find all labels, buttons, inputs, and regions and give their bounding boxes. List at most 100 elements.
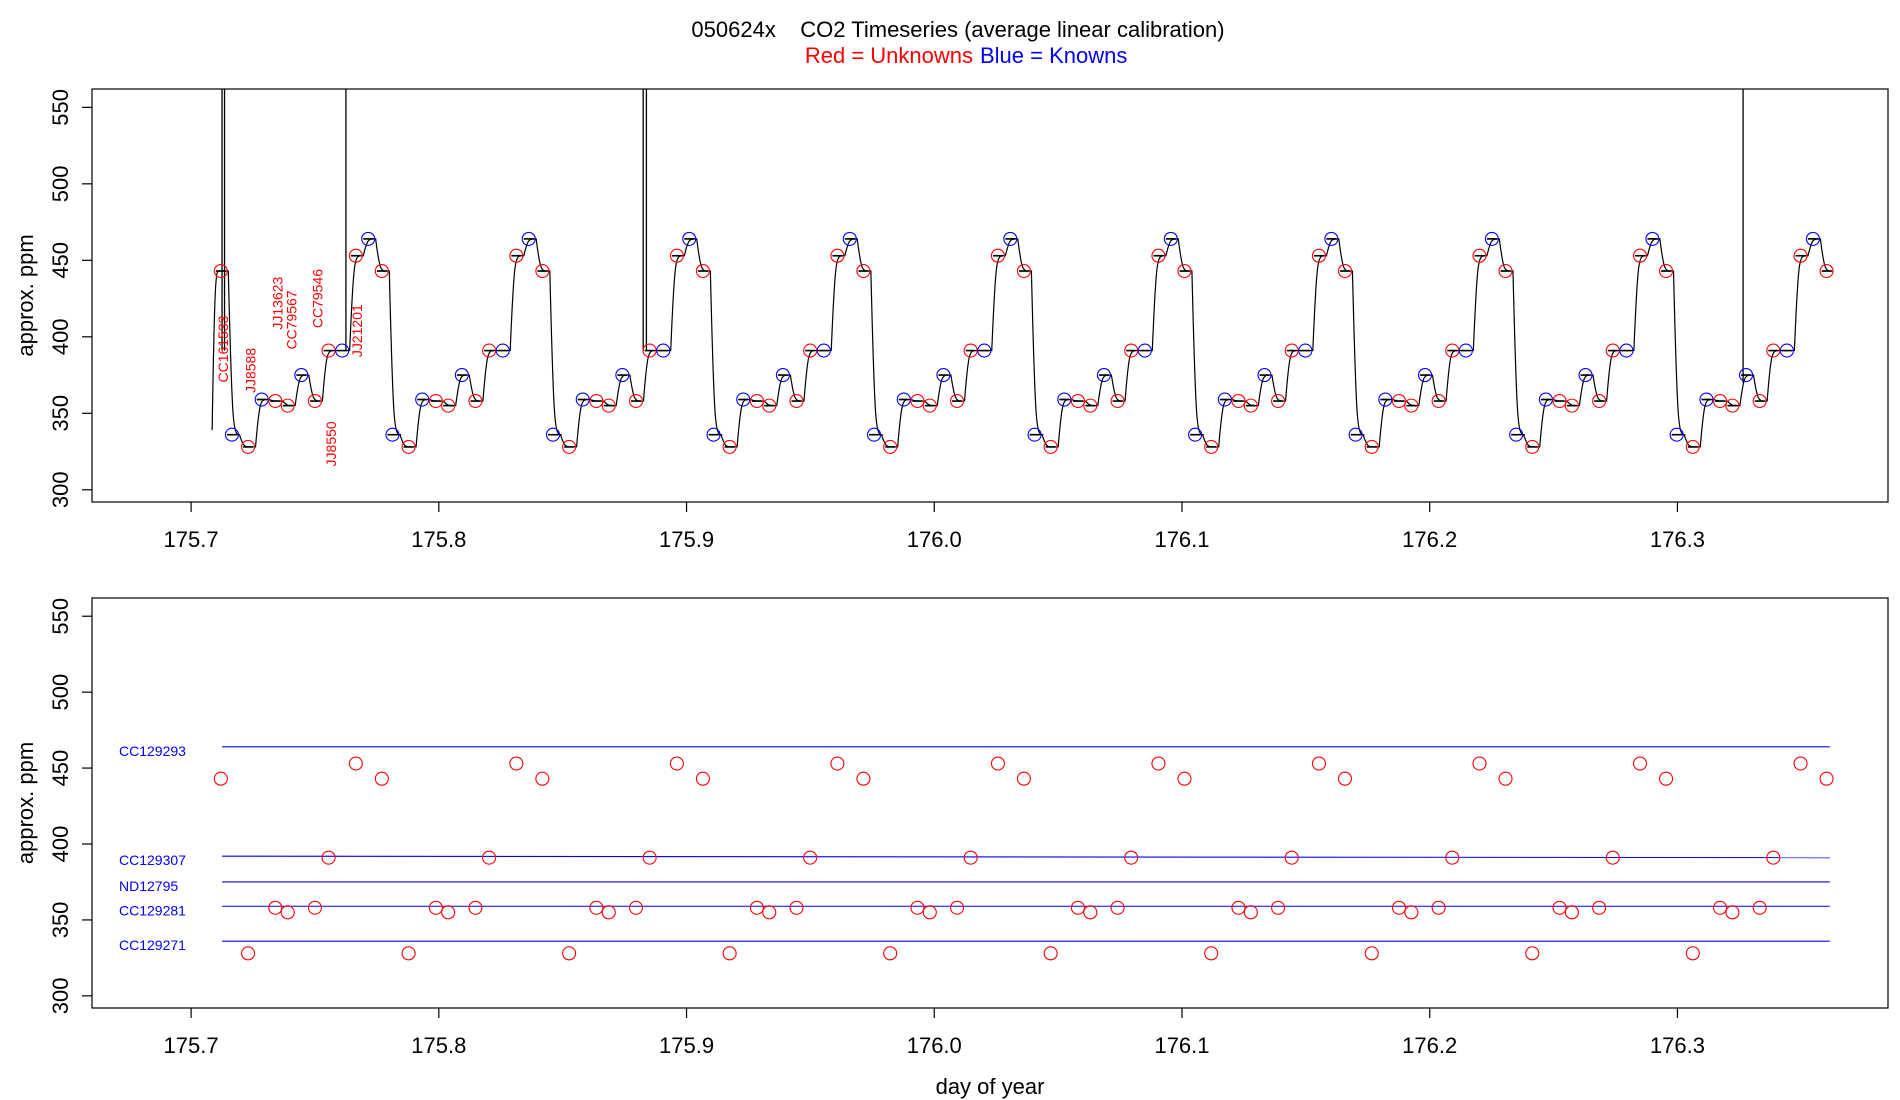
reference-line-label: CC129281 xyxy=(119,902,186,918)
unknown-point xyxy=(1632,756,1648,771)
unknown-point xyxy=(883,946,898,961)
unknown-point xyxy=(1110,900,1125,915)
unknown-point xyxy=(628,393,644,409)
known-point xyxy=(415,392,430,407)
known-point xyxy=(1699,392,1714,407)
known-point xyxy=(682,231,697,246)
unknown-point xyxy=(321,850,336,865)
unknown-point xyxy=(482,343,497,358)
unknown-point xyxy=(1498,263,1513,279)
unknown-point xyxy=(241,439,256,454)
unknown-point xyxy=(1725,905,1740,920)
chart-title: 050624x CO2 Timeseries (average linear c… xyxy=(691,17,1224,42)
known-point xyxy=(656,343,671,358)
unknown-point xyxy=(1043,946,1058,961)
unknown-point xyxy=(695,263,710,279)
unknown-point xyxy=(1445,343,1460,358)
unknown-point xyxy=(1658,263,1674,279)
known-point xyxy=(254,392,269,407)
x-tick-label: 176.2 xyxy=(1402,527,1457,552)
known-point xyxy=(521,231,536,246)
known-point xyxy=(294,367,309,383)
x-tick-label: 175.8 xyxy=(411,527,466,552)
known-point xyxy=(361,231,376,246)
unknown-point xyxy=(307,393,323,409)
unknown-point xyxy=(762,905,777,920)
unknown-point xyxy=(401,946,416,961)
unknown-point xyxy=(321,343,336,358)
x-tick-label: 176.1 xyxy=(1154,1033,1209,1058)
unknown-point xyxy=(1431,900,1446,915)
timeseries-trace xyxy=(211,238,1833,448)
known-point xyxy=(575,392,590,407)
y-tick-label: 300 xyxy=(48,471,73,508)
unknown-point xyxy=(1632,248,1648,263)
unknown-point xyxy=(1083,398,1098,413)
y-tick-label: 450 xyxy=(48,750,73,787)
known-point xyxy=(736,392,751,407)
unknown-point xyxy=(280,905,295,920)
unknown-point xyxy=(1552,393,1567,409)
unknown-point xyxy=(1070,900,1085,915)
unknown-point xyxy=(963,850,978,865)
known-point xyxy=(224,427,240,442)
known-point xyxy=(1509,427,1524,442)
known-point xyxy=(867,427,882,442)
unknown-point xyxy=(1725,398,1740,413)
unknown-point xyxy=(669,756,684,771)
unknown-point xyxy=(1231,900,1246,915)
unknown-point xyxy=(1766,343,1781,358)
unknown-point xyxy=(642,343,657,358)
known-point xyxy=(335,343,350,358)
unknown-point xyxy=(589,900,604,915)
y-tick-label: 500 xyxy=(48,165,73,202)
known-point xyxy=(775,367,790,383)
unknown-point xyxy=(1752,393,1767,409)
unknown-point xyxy=(213,263,228,279)
known-point xyxy=(615,367,630,383)
unknown-point xyxy=(1311,248,1327,263)
unknown-point xyxy=(856,263,871,279)
unknown-point xyxy=(803,343,818,358)
unknown-point xyxy=(1284,850,1299,865)
known-point xyxy=(706,427,721,442)
known-point xyxy=(1348,427,1363,442)
unknown-point xyxy=(268,393,283,409)
unknown-point xyxy=(749,900,764,915)
unknown-point xyxy=(1712,393,1728,409)
unknown-point xyxy=(695,771,710,786)
y-tick-label: 350 xyxy=(48,395,73,432)
y-tick-label: 550 xyxy=(48,89,73,126)
unknown-point xyxy=(1231,393,1246,409)
unknown-point xyxy=(1043,439,1058,454)
unknown-point xyxy=(374,771,389,786)
unknown-point xyxy=(1752,900,1767,915)
y-axis-title: approx. ppm xyxy=(13,742,38,864)
reference-line-label: ND12795 xyxy=(119,878,178,894)
unknown-point xyxy=(401,439,416,454)
unknown-point xyxy=(441,398,456,413)
unknown-point xyxy=(1177,771,1192,786)
unknown-point xyxy=(241,946,256,961)
unknown-point xyxy=(1793,756,1808,771)
known-point xyxy=(1578,367,1593,383)
unknown-point xyxy=(1243,398,1258,413)
unknown-point xyxy=(990,756,1005,771)
unknown-point xyxy=(348,248,363,263)
unknown-point xyxy=(922,905,937,920)
x-tick-label: 175.8 xyxy=(411,1033,466,1058)
unknown-point xyxy=(856,771,871,786)
unknown-point xyxy=(963,343,978,358)
known-point xyxy=(1779,343,1794,358)
unknown-point xyxy=(1177,263,1192,279)
known-point xyxy=(1003,231,1018,246)
known-point xyxy=(1324,231,1339,246)
unknown-point xyxy=(1243,905,1258,920)
known-point xyxy=(977,343,992,358)
unknown-point xyxy=(1110,393,1125,409)
unknown-point xyxy=(789,900,804,915)
unknown-point xyxy=(1658,771,1674,786)
y-tick-label: 350 xyxy=(48,902,73,939)
unknown-point xyxy=(348,756,363,771)
unknown-point xyxy=(830,756,845,771)
